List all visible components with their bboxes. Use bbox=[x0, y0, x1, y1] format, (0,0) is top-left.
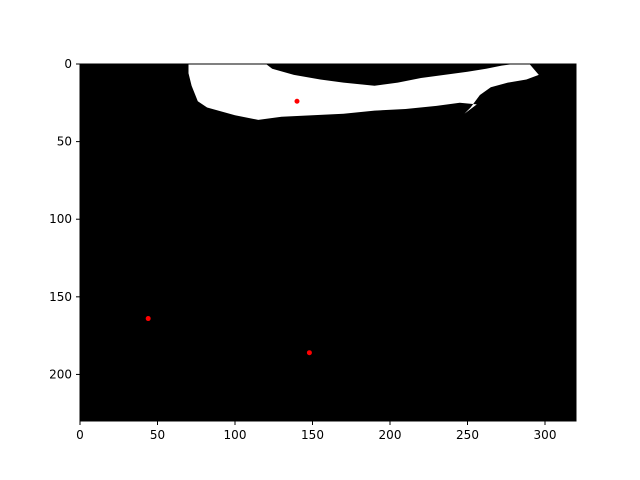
x-axis: 0 50 100 150 200 250 300 bbox=[76, 421, 556, 442]
x-tick-label: 250 bbox=[456, 428, 479, 442]
x-tick-label: 0 bbox=[76, 428, 84, 442]
x-tick-label: 50 bbox=[150, 428, 165, 442]
y-tick-label: 0 bbox=[64, 57, 72, 71]
plot-area bbox=[79, 63, 577, 422]
x-tick-label: 100 bbox=[224, 428, 247, 442]
x-tick-label: 300 bbox=[534, 428, 557, 442]
x-tick-label: 150 bbox=[301, 428, 324, 442]
y-tick-label: 100 bbox=[49, 212, 72, 226]
y-tick-label: 200 bbox=[49, 367, 72, 381]
mask-white-region bbox=[188, 64, 539, 120]
y-tick-label: 50 bbox=[57, 135, 72, 149]
axes-frame bbox=[79, 63, 577, 422]
y-axis: 0 50 100 150 200 bbox=[49, 57, 80, 381]
scatter-point-3 bbox=[306, 350, 312, 356]
scatter-points bbox=[145, 98, 312, 356]
scatter-point-2 bbox=[145, 316, 151, 322]
x-tick-label: 200 bbox=[379, 428, 402, 442]
scatter-point-1 bbox=[294, 98, 300, 104]
mask-image-background bbox=[80, 64, 576, 421]
y-tick-label: 150 bbox=[49, 290, 72, 304]
